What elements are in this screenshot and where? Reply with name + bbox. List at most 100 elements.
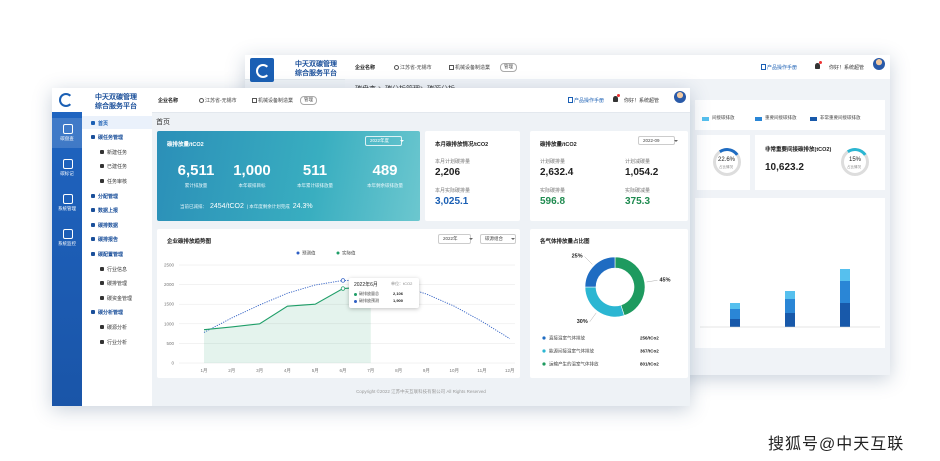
menu-item[interactable]: 碳源分析 (107, 324, 128, 331)
nav-icon[interactable] (63, 159, 73, 169)
bar-segment (785, 313, 795, 327)
avatar[interactable] (873, 58, 885, 70)
menu-item[interactable]: 已建任务 (107, 164, 128, 171)
menu-item[interactable]: 碳资金管理 (107, 295, 133, 302)
region: 江苏省-无锡市 (400, 65, 432, 71)
bar-segment (840, 269, 850, 281)
bar-segment (730, 309, 740, 319)
period-select[interactable]: 2022年度 (365, 136, 403, 146)
footer-part: 当前已减排： (180, 204, 207, 209)
nav-icon[interactable] (63, 124, 73, 134)
legend-value: 801/tCo2 (640, 362, 659, 367)
card-title: 碳排放量/tCO2 (540, 142, 577, 148)
company-label: 企业名称 (158, 98, 179, 104)
manual-icon (761, 64, 766, 70)
period-select[interactable]: 2022-09 (638, 136, 675, 145)
breadcrumb: 首页 (156, 119, 170, 126)
legend-label: 直接温室气体排放 (549, 335, 585, 342)
menu-item[interactable]: 任务审核 (107, 178, 128, 185)
menu-icon (91, 222, 95, 227)
card-title: 碳排放量/tCO2 (167, 142, 204, 148)
legend-marker (542, 362, 546, 366)
x-tick-label: 5月 (312, 368, 319, 374)
bar-segment (840, 303, 850, 327)
bar-segment (785, 299, 795, 313)
label-leader (646, 280, 658, 283)
manage-tag[interactable]: 管理 (500, 62, 517, 72)
bar-segment (730, 303, 740, 309)
stat-label: 本年累计碳排放量 (297, 183, 333, 188)
metric-value: 2,206 (435, 167, 461, 178)
x-tick-label: 9月 (423, 368, 430, 374)
nav-icon[interactable] (63, 229, 73, 239)
menu-item[interactable]: 行业分析 (107, 339, 128, 346)
manual-icon (568, 97, 573, 103)
menu-item[interactable]: 碳配置管理 (98, 251, 124, 258)
industry-icon (252, 97, 257, 103)
menu-item[interactable]: 碳分析管理 (98, 310, 124, 317)
manage-tag[interactable]: 管理 (300, 95, 317, 105)
card-value: 10,623.2 (765, 162, 804, 173)
nav-label[interactable]: 系统监控 (58, 241, 76, 246)
bar-panel (695, 198, 885, 348)
bar-segment (840, 281, 850, 303)
metric-value: 2,632.4 (540, 167, 574, 178)
x-tick-label: 3月 (256, 368, 263, 374)
menu-item[interactable]: 数据上报 (98, 208, 119, 215)
nav-icon[interactable] (63, 194, 73, 204)
menu-item[interactable]: 碳任务管理 (98, 135, 124, 142)
bell-icon[interactable] (815, 63, 820, 69)
platform-title: 综合服务平台 (295, 70, 337, 77)
menu-icon (100, 149, 104, 154)
bell-icon[interactable] (613, 96, 618, 102)
sidebar: 碳盘查碳标记系统管理系统监控 (52, 112, 82, 406)
menu-item[interactable]: 碳排报告 (98, 237, 119, 244)
chart-title: 企业碳排放趋势图 (167, 239, 212, 245)
menu-item[interactable]: 行业信息 (107, 266, 128, 273)
front-window: 中天双碳管理 综合服务平台 企业名称 江苏省-无锡市 机械设备制造業 管理 产品操作手册 你好… (52, 88, 690, 406)
menu-item[interactable]: 分配管理 (98, 193, 119, 200)
chart-select[interactable]: 碳源组合 (480, 234, 516, 244)
label-leader (584, 256, 593, 265)
nav-label[interactable]: 系统管理 (58, 206, 76, 211)
ring-track (713, 148, 741, 176)
legend-label: 间接碳排放 (712, 115, 735, 120)
manual-link[interactable]: 产品操作手册 (767, 65, 798, 71)
avatar[interactable] (674, 91, 686, 103)
y-tick-label: 2500 (164, 263, 175, 268)
legend-label: 重要间接碳排放 (765, 115, 797, 120)
slice-label: 25% (572, 254, 583, 260)
logo-ring (256, 64, 270, 78)
manual-link[interactable]: 产品操作手册 (574, 98, 605, 104)
menu-item[interactable]: 首页 (98, 120, 109, 127)
menu-icon (91, 310, 95, 315)
logo-ring (59, 93, 73, 107)
metric-label: 本月实际碳排量 (435, 188, 471, 194)
donut-chart: 45% 30% 25% 直接温室气体排放 256/tCo2 能源间接温室气体排放 367/t… (542, 254, 671, 368)
nav-label[interactable]: 碳标记 (60, 171, 74, 176)
menu-item[interactable]: 碳排数据 (98, 222, 119, 229)
hover-point (340, 278, 346, 283)
y-tick-label: 2000 (164, 282, 175, 287)
greeting: 你好！系统超管 (624, 98, 660, 104)
platform-title: 中天双碳管理 (295, 61, 337, 68)
menu-item[interactable]: 新建任务 (107, 149, 128, 156)
dropdown-caret (400, 140, 404, 142)
nav-label[interactable]: 碳盘查 (60, 136, 74, 141)
tooltip-name: 碳排放预测 (359, 298, 379, 303)
region: 江苏省-无锡市 (205, 98, 237, 104)
menu-icon (100, 164, 104, 169)
tooltip-dot (354, 292, 357, 296)
header: 中天双碳管理 综合服务平台 企业名称 江苏省-无锡市 机械设备制造業 管理 产品操作手册 你好… (52, 88, 690, 113)
legend-label: 非常重要间接碳排放 (820, 115, 861, 120)
x-tick-label: 7月 (367, 368, 374, 374)
area-fill (204, 286, 371, 363)
location-icon (394, 64, 399, 70)
month-card: 本月碳排放情况/tCO2 本月计划碳排量 2,206 本月实际碳排量 3,025.1 (425, 131, 520, 221)
menu-icon (91, 208, 95, 213)
menu-item[interactable]: 碳排管理 (107, 281, 128, 288)
stat-label: 本年剩余碳排放量 (367, 183, 403, 188)
watermark: 搜狐号@中天互联 (768, 436, 905, 453)
tooltip: 2022年6月 单位：tCO2 碳排放量总 2,106 碳排放预测 1,900 (349, 278, 419, 308)
stat-label: 累计排放量 (184, 183, 208, 188)
